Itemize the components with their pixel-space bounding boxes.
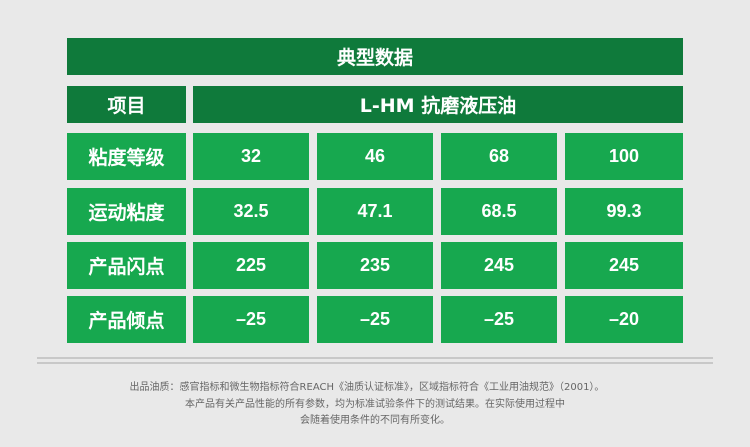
row-label: 运动粘度 [67,188,186,235]
table-cell: 235 [317,242,433,289]
table-cell: 46 [317,133,433,180]
table-cell: 245 [565,242,683,289]
table-cell: 32 [193,133,309,180]
table-cell: 100 [565,133,683,180]
table-cell: 47.1 [317,188,433,235]
table-cell: –20 [565,296,683,343]
table-cell: –25 [441,296,557,343]
table-cell: 225 [193,242,309,289]
table-cell: 245 [441,242,557,289]
row-label: 粘度等级 [67,133,186,180]
row-label: 产品倾点 [67,296,186,343]
table-cell: 32.5 [193,188,309,235]
note-line-3: 会随着使用条件的不同有所变化。 [300,415,450,426]
table-cell: 68.5 [441,188,557,235]
table-cell: –25 [317,296,433,343]
note-line-1: 出品油质：感官指标和微生物指标符合REACH《油质认证标准》，区域指标符合《工业… [129,382,605,393]
table-title: 典型数据 [67,38,683,75]
table-cell: 68 [441,133,557,180]
table-cell: –25 [193,296,309,343]
note-line-2: 本产品有关产品性能的所有参数，均为标准试验条件下的测试结果。在实际使用过程中 [185,399,565,410]
header-product: L-HM 抗磨液压油 [193,86,683,123]
table-cell: 99.3 [565,188,683,235]
header-item-label: 项目 [67,86,186,123]
row-label: 产品闪点 [67,242,186,289]
